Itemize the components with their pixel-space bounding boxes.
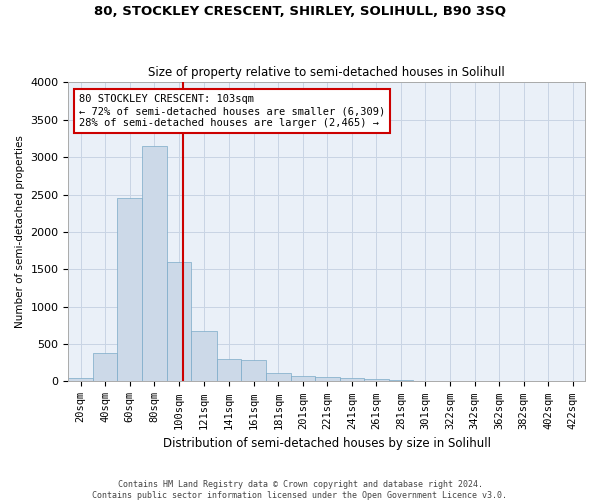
Bar [266, 373, 290, 382]
Bar [191, 330, 217, 382]
X-axis label: Distribution of semi-detached houses by size in Solihull: Distribution of semi-detached houses by … [163, 437, 491, 450]
Bar [413, 380, 438, 382]
Title: Size of property relative to semi-detached houses in Solihull: Size of property relative to semi-detach… [148, 66, 505, 78]
Bar [364, 379, 389, 382]
Text: 80 STOCKLEY CRESCENT: 103sqm
← 72% of semi-detached houses are smaller (6,309)
2: 80 STOCKLEY CRESCENT: 103sqm ← 72% of se… [79, 94, 385, 128]
Bar [118, 198, 142, 382]
Bar [142, 146, 167, 382]
Bar [315, 378, 340, 382]
Bar [93, 354, 118, 382]
Bar [68, 378, 93, 382]
Bar [340, 378, 364, 382]
Bar [290, 376, 315, 382]
Y-axis label: Number of semi-detached properties: Number of semi-detached properties [15, 136, 25, 328]
Bar [217, 360, 241, 382]
Bar [389, 380, 413, 382]
Bar [167, 262, 191, 382]
Bar [241, 360, 266, 382]
Text: 80, STOCKLEY CRESCENT, SHIRLEY, SOLIHULL, B90 3SQ: 80, STOCKLEY CRESCENT, SHIRLEY, SOLIHULL… [94, 5, 506, 18]
Text: Contains HM Land Registry data © Crown copyright and database right 2024.
Contai: Contains HM Land Registry data © Crown c… [92, 480, 508, 500]
